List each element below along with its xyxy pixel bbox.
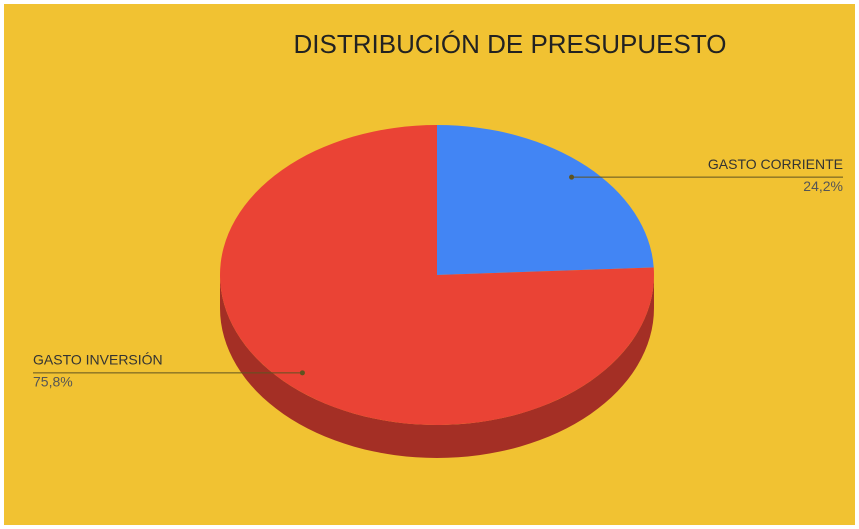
slice-label: GASTO INVERSIÓN [33,352,163,368]
slice-value-label: 24,2% [803,178,843,194]
leader-dot [569,174,575,180]
leader-dot [299,370,305,376]
pie-side [220,275,654,458]
slice-value-label: 75,8% [33,374,73,390]
chart-title: DISTRIBUCIÓN DE PRESUPUESTO [294,29,727,59]
pie-slice [437,125,654,275]
pie-slice [220,125,655,425]
slice-label: GASTO CORRIENTE [708,156,843,172]
